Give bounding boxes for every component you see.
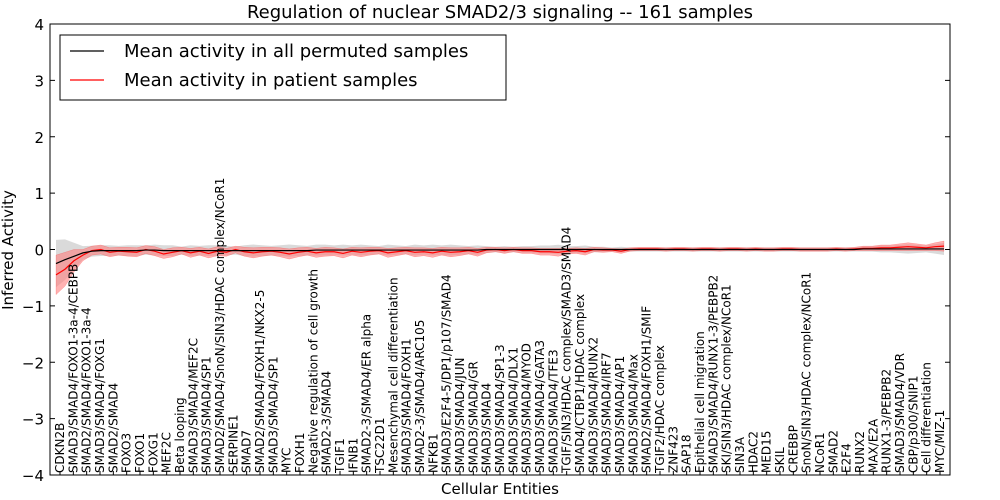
x-tick-label: SMAD3/E2F4-5/DP1/p107/SMAD4 [440, 274, 454, 473]
x-tick-label: SMAD4/CTBP1/HDAC complex [573, 294, 587, 473]
x-tick-label: Cell differentiation [920, 362, 934, 473]
legend-label-patient: Mean activity in patient samples [124, 70, 418, 91]
x-tick-label: SKIL [773, 447, 787, 473]
y-axis-ticks: −4 −3 −2 −1 0 1 2 3 4 [22, 16, 950, 485]
x-tick-label: SMAD3/SMAD4/MYOD [520, 343, 534, 473]
lines-layer [55, 245, 945, 276]
x-tick-label: SMAD2-3/SMAD4/ARC105 [413, 320, 427, 473]
x-tick-label: Beta looping [173, 397, 187, 473]
x-tick-label: MEF2C [160, 432, 174, 473]
x-tick-label: HDAC2 [746, 431, 760, 473]
x-tick-label: SMAD3/SMAD4/SP1 [200, 356, 214, 473]
x-tick-label: SMAD3/SMAD4/SP1 [266, 356, 280, 473]
y-tick-label: −1 [22, 298, 44, 316]
x-tick-label: SMAD3/SMAD4/SP1-3 [493, 344, 507, 473]
chart-title: Regulation of nuclear SMAD2/3 signaling … [247, 2, 753, 23]
y-tick-label: 2 [34, 129, 44, 147]
x-tick-label: SIN3A [733, 436, 747, 473]
x-tick-label: SMAD3/SMAD4/IRF7 [600, 352, 614, 473]
x-tick-label: SMAD3/SMAD4/TFE3 [546, 349, 560, 473]
x-tick-label: SMAD3/SMAD4/JUN [453, 358, 467, 474]
y-tick-label: 1 [34, 185, 44, 203]
x-axis-label: Cellular Entities [441, 480, 559, 498]
bands-layer [55, 239, 945, 296]
x-tick-label: Negative regulation of cell growth [306, 269, 320, 473]
x-tick-label: TSC22D1 [373, 418, 387, 474]
x-tick-label: CREBBP [786, 425, 800, 473]
x-tick-label: SMAD3/SMAD4 [480, 383, 494, 473]
x-tick-label: SMAD3/SMAD4/FOXG1 [93, 338, 107, 473]
x-tick-label: MAX/E2A [866, 418, 880, 473]
x-tick-label: RUNX2 [853, 431, 867, 473]
x-tick-label: TGIF2/HDAC complex [653, 345, 667, 474]
x-tick-labels: CDKN2B SMAD3/SMAD4/FOXO1-3a-4/CEBPB SMAD2/… [53, 178, 947, 475]
x-tick-label: E2F4 [840, 443, 854, 473]
x-tick-label: Epithelial cell migration [693, 331, 707, 473]
y-tick-label: 3 [34, 72, 44, 90]
y-tick-label: −4 [22, 467, 44, 485]
x-tick-label: MYC/MIZ-1 [933, 410, 947, 473]
series-line-permuted [55, 248, 944, 265]
x-tick-label: NFKB1 [426, 433, 440, 473]
x-tick-label: FOXO3 [120, 433, 134, 473]
x-tick-label: FOXG1 [146, 432, 160, 473]
x-tick-label: CDKN2B [53, 423, 67, 473]
x-tick-label: SERPINE1 [226, 414, 240, 473]
x-tick-label: NCoR1 [813, 432, 827, 473]
x-tick-label: MED15 [760, 431, 774, 473]
x-tick-label: TGIF/SIN3/HDAC complex/SMAD3/SMAD4 [560, 227, 574, 474]
legend-box [59, 34, 507, 101]
x-tick-label: SMAD3/SMAD4/DLX1 [506, 347, 520, 473]
x-tick-label: SMAD3/SMAD4/RUNX1-3/PEBPB2 [706, 275, 720, 473]
patient-spread-band [55, 240, 945, 296]
x-tick-label: SMAD3/SMAD4/MEF2C [186, 338, 200, 473]
y-tick-label: 0 [34, 242, 44, 260]
y-tick-label: −3 [22, 411, 44, 429]
x-tick-label: SMAD2/SMAD4 [106, 383, 120, 473]
x-tick-label: SMAD2 [826, 430, 840, 473]
x-tick-label: SMAD3/SMAD4/AP1 [613, 356, 627, 473]
y-tick-label: −2 [22, 354, 44, 372]
y-tick-label: 4 [34, 16, 44, 34]
x-tick-label: SMAD2-3/SMAD4/ER alpha [360, 314, 374, 473]
x-tick-label: SMAD3/SMAD4/RUNX2 [586, 337, 600, 473]
x-tick-label: SMAD3/SMAD4/FOXH1 [400, 338, 414, 473]
x-tick-label: TGIF1 [333, 438, 347, 474]
x-tick-label: SMAD3/SMAD4/VDR [893, 353, 907, 473]
y-axis-label: Inferred Activity [0, 190, 17, 310]
x-tick-label: SMAD3/SMAD4/GATA3 [533, 340, 547, 473]
x-tick-label: FOXO1 [133, 433, 147, 473]
x-tick-label: SMAD2/SMAD4/FOXO1-3a-4 [80, 307, 94, 473]
x-tick-label: SMAD2-3/SMAD4 [320, 371, 334, 473]
x-tick-label: SMAD3/SMAD4/GR [466, 361, 480, 473]
x-tick-label: SMAD3/SMAD4/Max [626, 354, 640, 473]
x-tick-label: CBP/p300/SNIP1 [906, 376, 920, 473]
x-tick-label: Mesenchymal cell differentiation [386, 277, 400, 473]
x-tick-label: SAP18 [680, 434, 694, 473]
x-tick-label: SMAD7 [240, 430, 254, 473]
x-tick-label: SMAD2/SMAD4/FOXH1/NKX2-5 [253, 290, 267, 473]
legend-label-permuted: Mean activity in all permuted samples [124, 41, 468, 62]
x-tick-label: ZNF423 [666, 426, 680, 473]
x-tick-label: SnoN/SIN3/HDAC complex/NCoR1 [800, 272, 814, 473]
legend: Mean activity in all permuted samples Me… [59, 34, 507, 101]
x-tick-label: RUNX1-3/PEBPB2 [880, 369, 894, 473]
x-tick-label: SMAD2/SMAD4/FOXH1/SMIF [640, 306, 654, 473]
x-tick-label: SMAD3/SMAD4/FOXO1-3a-4/CEBPB [66, 264, 80, 473]
x-tick-label: SKI/SIN3/HDAC complex/NCoR1 [720, 284, 734, 473]
x-tick-label: SMAD2/SMAD4/SnoN/SIN3/HDAC complex/NCoR1 [213, 178, 227, 473]
x-tick-label: MYC [280, 448, 294, 473]
x-tick-label: IFNB1 [346, 438, 360, 473]
x-tick-label: FOXH1 [293, 433, 307, 473]
